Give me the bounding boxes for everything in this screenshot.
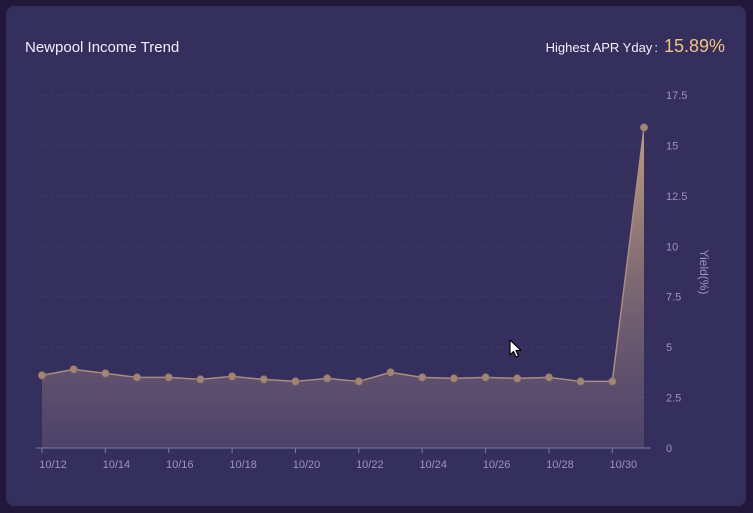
highest-apr-label: Highest APR Yday	[545, 40, 653, 55]
data-point	[544, 373, 553, 382]
data-point	[418, 373, 427, 382]
highest-apr-value: 15.89%	[663, 36, 725, 56]
x-tick-label: 10/22	[356, 459, 384, 471]
data-point	[323, 374, 332, 383]
highest-apr-colon: :	[654, 40, 658, 55]
x-tick-label: 10/16	[166, 459, 194, 471]
data-point	[133, 373, 142, 382]
y-tick-label: 10	[666, 241, 678, 253]
x-tick-label: 10/14	[103, 459, 131, 471]
x-tick-label: 10/18	[229, 459, 257, 471]
data-point	[196, 375, 205, 384]
y-tick-label: 17.5	[666, 90, 687, 102]
data-point	[640, 123, 649, 132]
data-point	[259, 375, 268, 384]
data-point	[608, 377, 617, 386]
data-point	[69, 365, 78, 374]
card-title: Newpool Income Trend	[25, 39, 180, 56]
y-tick-label: 7.5	[666, 292, 681, 304]
y-tick-label: 15	[666, 140, 678, 152]
highest-apr: Highest APR Yday : 15.89%	[546, 36, 725, 57]
data-point	[164, 373, 173, 382]
y-tick-label: 0	[666, 443, 672, 455]
data-point	[449, 374, 458, 383]
data-point	[481, 373, 490, 382]
y-tick-labels: 0 2.5 5 7.5 10 12.5 15 17.5	[666, 90, 687, 455]
grid-lines	[36, 94, 651, 399]
series-points	[38, 123, 649, 386]
data-point	[354, 377, 363, 386]
series-area-fill	[42, 127, 644, 448]
data-point	[513, 374, 522, 383]
x-tick-label: 10/28	[546, 459, 574, 471]
x-tick-label: 10/30	[610, 459, 638, 471]
x-tick-labels: 10/12 10/14 10/16 10/18 10/20 10/22 10/24 10/26…	[39, 459, 637, 471]
data-point	[576, 377, 585, 386]
y-axis-label: Yield(%)	[697, 250, 711, 295]
x-tick-label: 10/26	[483, 459, 511, 471]
y-tick-label: 2.5	[666, 393, 681, 405]
x-axis	[36, 447, 651, 453]
data-point	[228, 372, 237, 381]
data-point	[386, 368, 395, 377]
x-tick-label: 10/12	[39, 459, 67, 471]
x-tick-label: 10/24	[419, 459, 447, 471]
y-tick-label: 5	[666, 342, 672, 354]
data-point	[101, 369, 110, 378]
x-tick-label: 10/20	[293, 459, 321, 471]
y-tick-label: 12.5	[666, 191, 687, 203]
data-point	[291, 377, 300, 386]
series-area	[41, 127, 645, 448]
data-point	[38, 371, 47, 380]
mouse-cursor-icon	[509, 339, 522, 358]
series-line	[41, 127, 645, 383]
